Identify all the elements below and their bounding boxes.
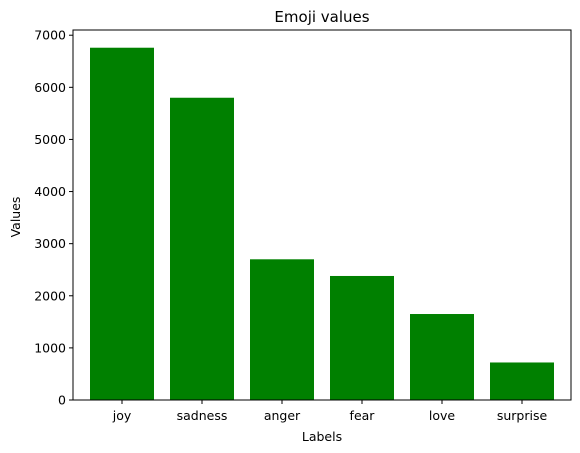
bar-sadness <box>170 97 234 401</box>
y-tick-label: 3000 <box>34 236 66 251</box>
chart-title: Emoji values <box>274 8 369 26</box>
y-tick-label: 1000 <box>34 340 66 355</box>
x-axis: joy sadness anger fear love surprise <box>112 400 548 423</box>
bar-joy <box>90 47 154 400</box>
bar-love <box>410 314 474 400</box>
bars-group <box>90 47 554 401</box>
plot-frame <box>72 29 572 401</box>
y-axis: 0 1000 2000 3000 4000 5000 6000 7000 <box>34 28 73 408</box>
y-tick-label: 0 <box>58 393 66 408</box>
x-tick-label: anger <box>264 408 301 423</box>
x-axis-title: Labels <box>302 429 342 444</box>
x-tick-label: joy <box>112 408 132 423</box>
y-axis-title: Values <box>8 197 23 238</box>
bar-fear <box>330 275 394 400</box>
y-tick-label: 2000 <box>34 288 66 303</box>
x-tick-label: love <box>429 408 456 423</box>
bar-anger <box>250 259 314 400</box>
x-tick-label: surprise <box>497 408 548 423</box>
y-tick-label: 5000 <box>34 132 66 147</box>
y-tick-label: 4000 <box>34 184 66 199</box>
y-tick-label: 7000 <box>34 28 66 43</box>
x-tick-label: sadness <box>177 408 228 423</box>
bar-surprise <box>490 362 554 400</box>
y-tick-label: 6000 <box>34 80 66 95</box>
x-tick-label: fear <box>350 408 376 423</box>
